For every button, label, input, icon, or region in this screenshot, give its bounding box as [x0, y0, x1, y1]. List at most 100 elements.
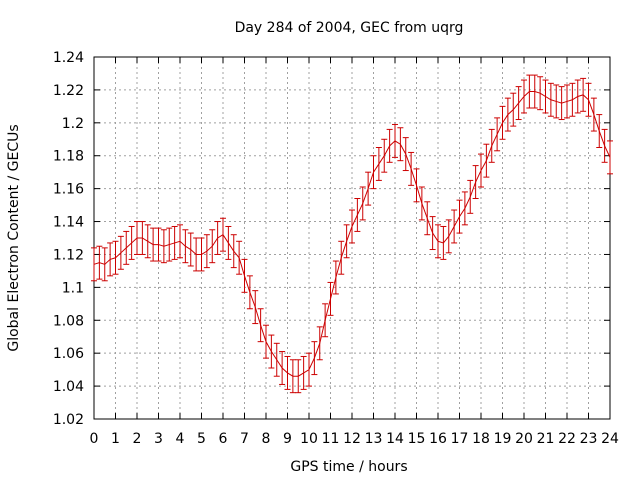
error-bar [402, 137, 409, 172]
error-bar [521, 79, 527, 114]
y-tick-label: 1.14 [53, 215, 84, 231]
error-bar [392, 123, 398, 158]
error-bar [295, 359, 302, 394]
x-tick-label: 0 [90, 431, 99, 447]
error-bar [461, 191, 468, 226]
x-tick-label: 17 [451, 431, 469, 447]
y-tick-label: 1.02 [53, 412, 84, 428]
x-tick-label: 24 [601, 431, 619, 447]
x-tick-label: 21 [537, 431, 555, 447]
error-bar [397, 127, 404, 162]
error-bar [300, 355, 307, 390]
error-bar [198, 237, 205, 272]
error-bar [112, 240, 119, 275]
error-bar [596, 114, 603, 148]
error-bar [499, 105, 506, 140]
error-bar [451, 209, 458, 244]
x-tick-label: 22 [558, 431, 576, 447]
x-tick-label: 14 [386, 431, 404, 447]
error-bar [117, 235, 124, 270]
x-tick-label: 20 [515, 431, 533, 447]
error-bar [558, 86, 565, 121]
error-bar [580, 77, 587, 112]
y-tick-label: 1.22 [53, 83, 84, 99]
error-bar [203, 234, 210, 269]
x-tick-label: 1 [111, 431, 120, 447]
error-bar [418, 186, 425, 221]
error-bar [214, 221, 221, 255]
error-bar [273, 342, 280, 377]
error-bar [531, 74, 538, 109]
error-bar [537, 76, 544, 111]
y-tick-label: 1.18 [53, 149, 84, 165]
error-bar [155, 227, 162, 262]
x-tick-label: 19 [494, 431, 512, 447]
error-bar [365, 171, 372, 206]
error-bar [150, 227, 157, 262]
x-tick-label: 5 [197, 431, 206, 447]
error-bar [322, 303, 329, 338]
error-bar [547, 82, 554, 117]
error-bar [488, 128, 495, 163]
error-bar [134, 221, 140, 255]
x-tick-label: 6 [219, 431, 228, 447]
error-bar [381, 138, 388, 173]
error-bar [478, 153, 484, 188]
error-bar [241, 258, 248, 293]
error-bar [569, 82, 576, 117]
x-tick-label: 18 [472, 431, 490, 447]
x-tick-label: 10 [300, 431, 318, 447]
error-bar [144, 224, 151, 259]
error-bar [574, 79, 581, 114]
y-tick-label: 1.04 [53, 379, 84, 395]
error-bar [349, 209, 355, 244]
series [91, 74, 613, 394]
y-tick-label: 1.16 [53, 182, 84, 198]
error-bar [494, 117, 501, 152]
error-bar [408, 151, 415, 186]
x-axis-label: GPS time / hours [290, 459, 407, 475]
x-axis-ticks: 0 1 2 3 4 5 6 7 8 9 10 11 12 13 14 15 16 17 18 19 20 21 22 23 24 [90, 57, 619, 447]
x-tick-label: 3 [154, 431, 163, 447]
error-bar [338, 240, 345, 275]
error-bar [139, 221, 146, 255]
error-bar [284, 355, 291, 390]
error-bar [542, 79, 549, 114]
error-bar [590, 97, 597, 132]
error-bar [472, 165, 479, 200]
error-bar [177, 224, 183, 259]
y-tick-label: 1.24 [53, 50, 84, 66]
error-bar [429, 216, 436, 251]
error-bar [225, 225, 232, 260]
error-bar [564, 84, 570, 119]
y-tick-label: 1.08 [53, 313, 84, 329]
error-bar [553, 84, 560, 119]
error-bar [193, 237, 200, 272]
x-tick-label: 2 [133, 431, 142, 447]
x-tick-label: 12 [343, 431, 361, 447]
error-bar [585, 82, 592, 117]
error-bar [123, 230, 130, 265]
error-bar [435, 224, 441, 259]
error-bar [413, 168, 420, 203]
error-bar [504, 97, 511, 132]
error-bar [445, 219, 452, 254]
y-axis-label: Global Electron Content / GECUs [6, 124, 22, 351]
error-bar [230, 234, 237, 269]
error-bar [128, 225, 135, 260]
error-bar [316, 326, 323, 361]
error-bar [370, 155, 377, 190]
x-tick-label: 9 [283, 431, 292, 447]
error-bar [220, 217, 226, 252]
error-bar [236, 240, 243, 275]
error-bar [440, 225, 447, 260]
y-tick-label: 1.1 [62, 280, 84, 296]
error-bar [386, 128, 393, 163]
y-tick-label: 1.2 [62, 116, 84, 132]
error-bar [268, 334, 275, 369]
x-tick-label: 8 [262, 431, 271, 447]
error-bar [166, 227, 173, 262]
error-bar [91, 247, 97, 282]
error-bar [456, 199, 463, 234]
